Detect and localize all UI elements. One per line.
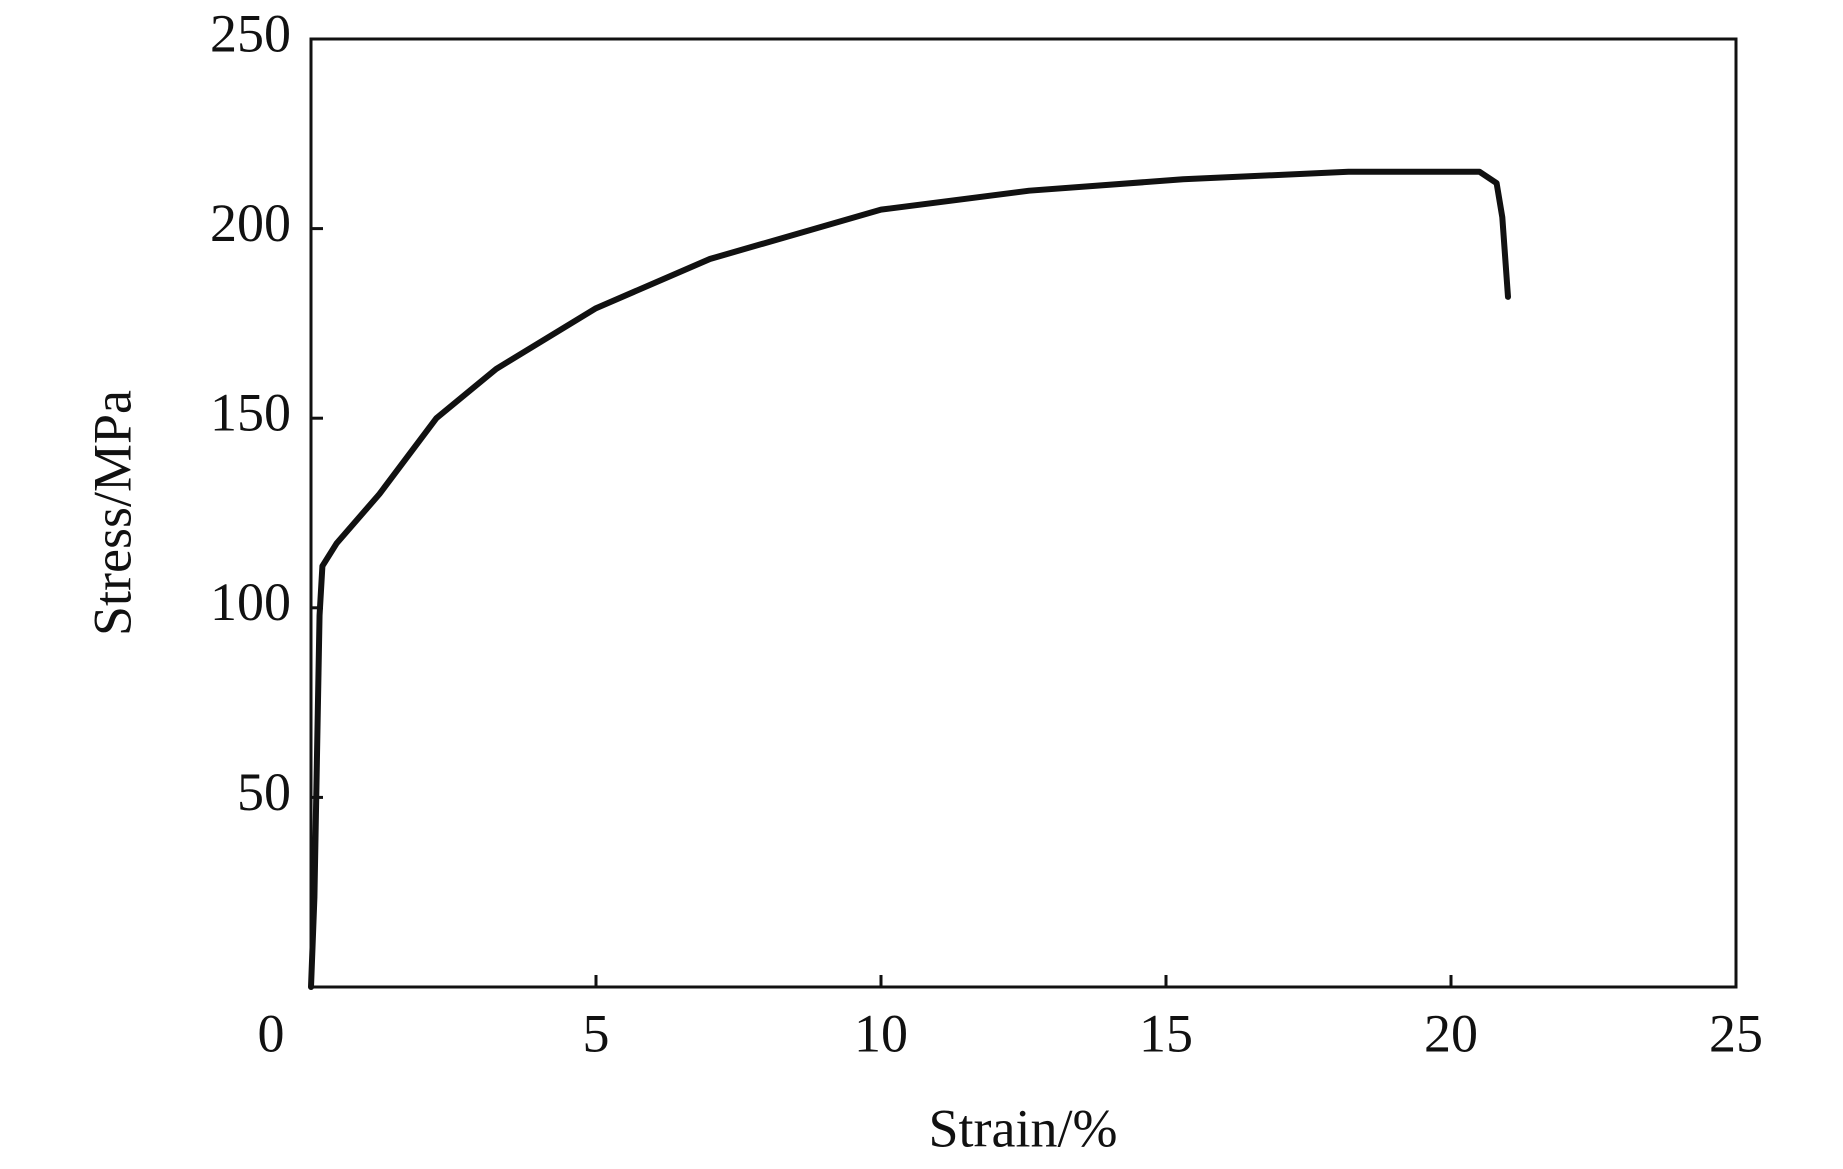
x-tick-label: 5: [583, 1003, 610, 1063]
y-tick-label: 200: [210, 193, 291, 253]
x-tick-label: 10: [854, 1003, 908, 1063]
y-tick-label: 250: [210, 3, 291, 63]
x-axis-label: Strain/%: [929, 1098, 1118, 1158]
x-tick-label: 15: [1139, 1003, 1193, 1063]
data-line: [308, 168, 1511, 990]
y-axis-label: Stress/MPa: [82, 390, 142, 636]
x-tick-label: 20: [1424, 1003, 1478, 1063]
y-tick-label: 50: [237, 762, 291, 822]
x-tick-label: 25: [1709, 1003, 1763, 1063]
y-tick-label: 150: [210, 383, 291, 443]
x-tick-label: 0: [258, 1003, 285, 1063]
plot-frame: [309, 37, 1738, 989]
y-tick-label: 100: [210, 572, 291, 632]
